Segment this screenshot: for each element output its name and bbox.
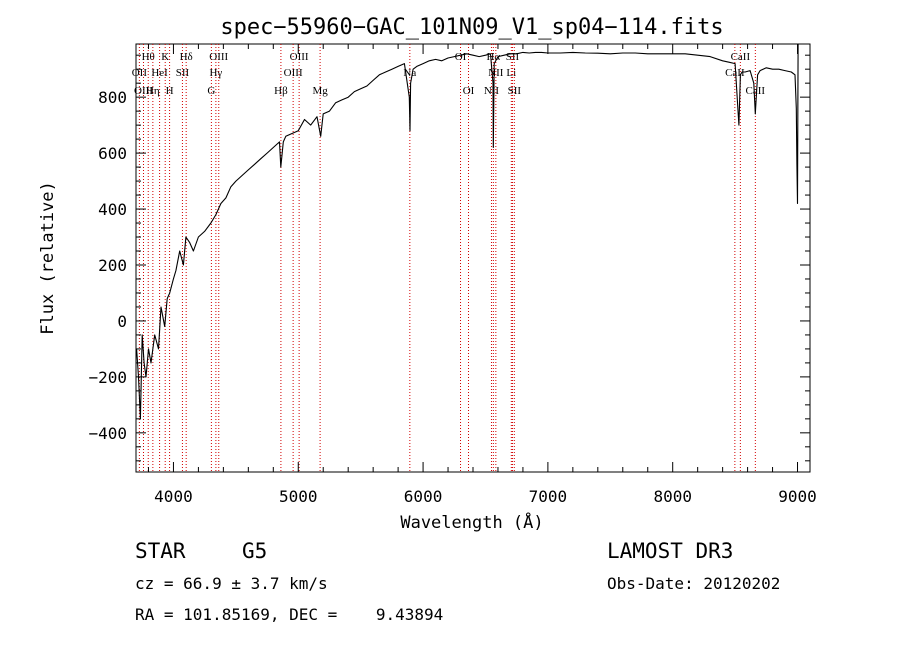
line-label-4: HeI: [151, 67, 168, 79]
y-tick-label: 800: [98, 88, 127, 107]
chart-title: spec−55960−GAC_101N09_V1_sp04−114.fits: [220, 15, 723, 40]
line-label-17: OI: [455, 51, 467, 63]
line-label-5: K: [161, 51, 169, 63]
x-tick-label: 9000: [778, 487, 817, 506]
y-tick-label: −400: [88, 424, 127, 443]
line-label-9: G: [207, 85, 215, 97]
y-tick-label: 400: [98, 200, 127, 219]
line-label-18: OI: [463, 85, 475, 97]
object-subclass: G5: [242, 539, 268, 563]
x-axis-label: Wavelength (Å): [400, 511, 543, 533]
y-tick-label: −200: [88, 368, 127, 387]
x-tick-label: 4000: [154, 487, 193, 506]
object-class: STAR: [135, 539, 186, 563]
y-tick-label: 200: [98, 256, 127, 275]
line-label-11: OIII: [209, 51, 228, 63]
line-label-19: NII: [484, 85, 500, 97]
line-label-2: Hθ: [142, 51, 155, 63]
x-tick-label: 8000: [653, 487, 692, 506]
line-label-3: Hη: [146, 85, 160, 97]
line-label-27: CaII: [746, 85, 766, 97]
y-tick-label: 600: [98, 144, 127, 163]
line-label-6: H: [166, 85, 174, 97]
x-tick-label: 7000: [529, 487, 568, 506]
spectrum-line: [136, 43, 799, 420]
line-label-26: CaII: [731, 51, 751, 63]
line-label-24: SII: [508, 85, 522, 97]
observation-date: Obs-Date: 20120202: [607, 574, 781, 593]
y-tick-label: 0: [117, 312, 127, 331]
redshift-velocity: cz = 66.9 ± 3.7 km/s: [135, 574, 328, 593]
plot-frame: [135, 43, 811, 473]
line-label-21: NII: [488, 67, 504, 79]
line-label-7: SII: [176, 67, 190, 79]
x-tick-label: 6000: [404, 487, 443, 506]
line-label-15: Mg: [312, 85, 328, 97]
line-label-0: OII: [132, 67, 148, 79]
y-axis-label: Flux (relative): [38, 181, 58, 335]
line-label-10: Hγ: [209, 67, 222, 79]
line-label-13: OIII: [284, 67, 303, 79]
line-label-1: OIII: [134, 85, 153, 97]
y-axis-ticks: −400 −200 0 200 400 600 800: [88, 54, 810, 462]
x-axis-ticks: 4000 5000 6000 7000 8000 9000: [147, 44, 817, 506]
coordinates: RA = 101.85169, DEC = 9.43894: [135, 605, 444, 624]
line-label-14: OIII: [290, 51, 309, 63]
line-label-12: Hβ: [274, 85, 288, 97]
emission-line-markers: OIIOIIIHθHηHeIKHSIIHδGHγOIIIHβOIIIOIIIMg…: [132, 44, 766, 472]
line-label-8: Hδ: [180, 51, 193, 63]
line-label-22: Li: [506, 67, 516, 79]
spectrum-series: [136, 43, 799, 420]
survey-name: LAMOST DR3: [607, 539, 734, 563]
x-tick-label: 5000: [279, 487, 318, 506]
line-label-23: SII: [506, 51, 520, 63]
